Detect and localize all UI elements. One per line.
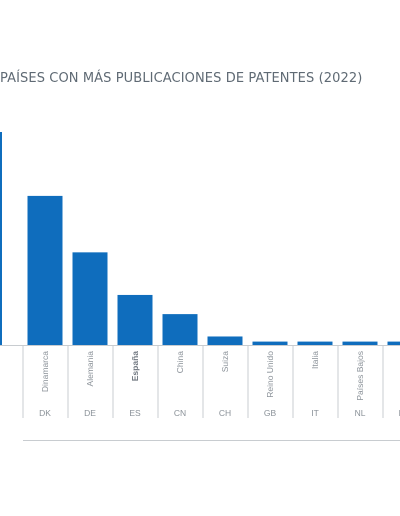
category-label: Reino Unido <box>265 351 275 398</box>
category-label: Italia <box>310 351 320 369</box>
country-code-label: DK <box>39 408 51 418</box>
bar <box>252 341 288 345</box>
country-code-label: CN <box>174 408 186 418</box>
category-label: Dinamarca <box>40 351 50 392</box>
bar <box>72 252 108 345</box>
country-code-label: NL <box>355 408 366 418</box>
bar <box>207 336 243 345</box>
bar <box>297 341 333 345</box>
bar <box>162 314 198 345</box>
category-label: Suiza <box>220 351 230 373</box>
country-code-label: NO <box>399 408 400 418</box>
bar <box>387 341 400 345</box>
bar <box>27 195 63 345</box>
bar <box>342 341 378 345</box>
country-code-label: CH <box>219 408 231 418</box>
category-label: España <box>130 351 140 382</box>
bar <box>117 294 153 345</box>
category-label: Países Bajos <box>355 351 365 401</box>
category-label: China <box>175 351 185 373</box>
chart-title: PAÍSES CON MÁS PUBLICACIONES DE PATENTES… <box>0 71 363 86</box>
country-code-label: DE <box>84 408 96 418</box>
country-code-label: GB <box>264 408 277 418</box>
category-label: Alemania <box>85 351 95 387</box>
country-code-label: ES <box>129 408 141 418</box>
bar <box>0 132 2 345</box>
country-code-label: IT <box>311 408 319 418</box>
